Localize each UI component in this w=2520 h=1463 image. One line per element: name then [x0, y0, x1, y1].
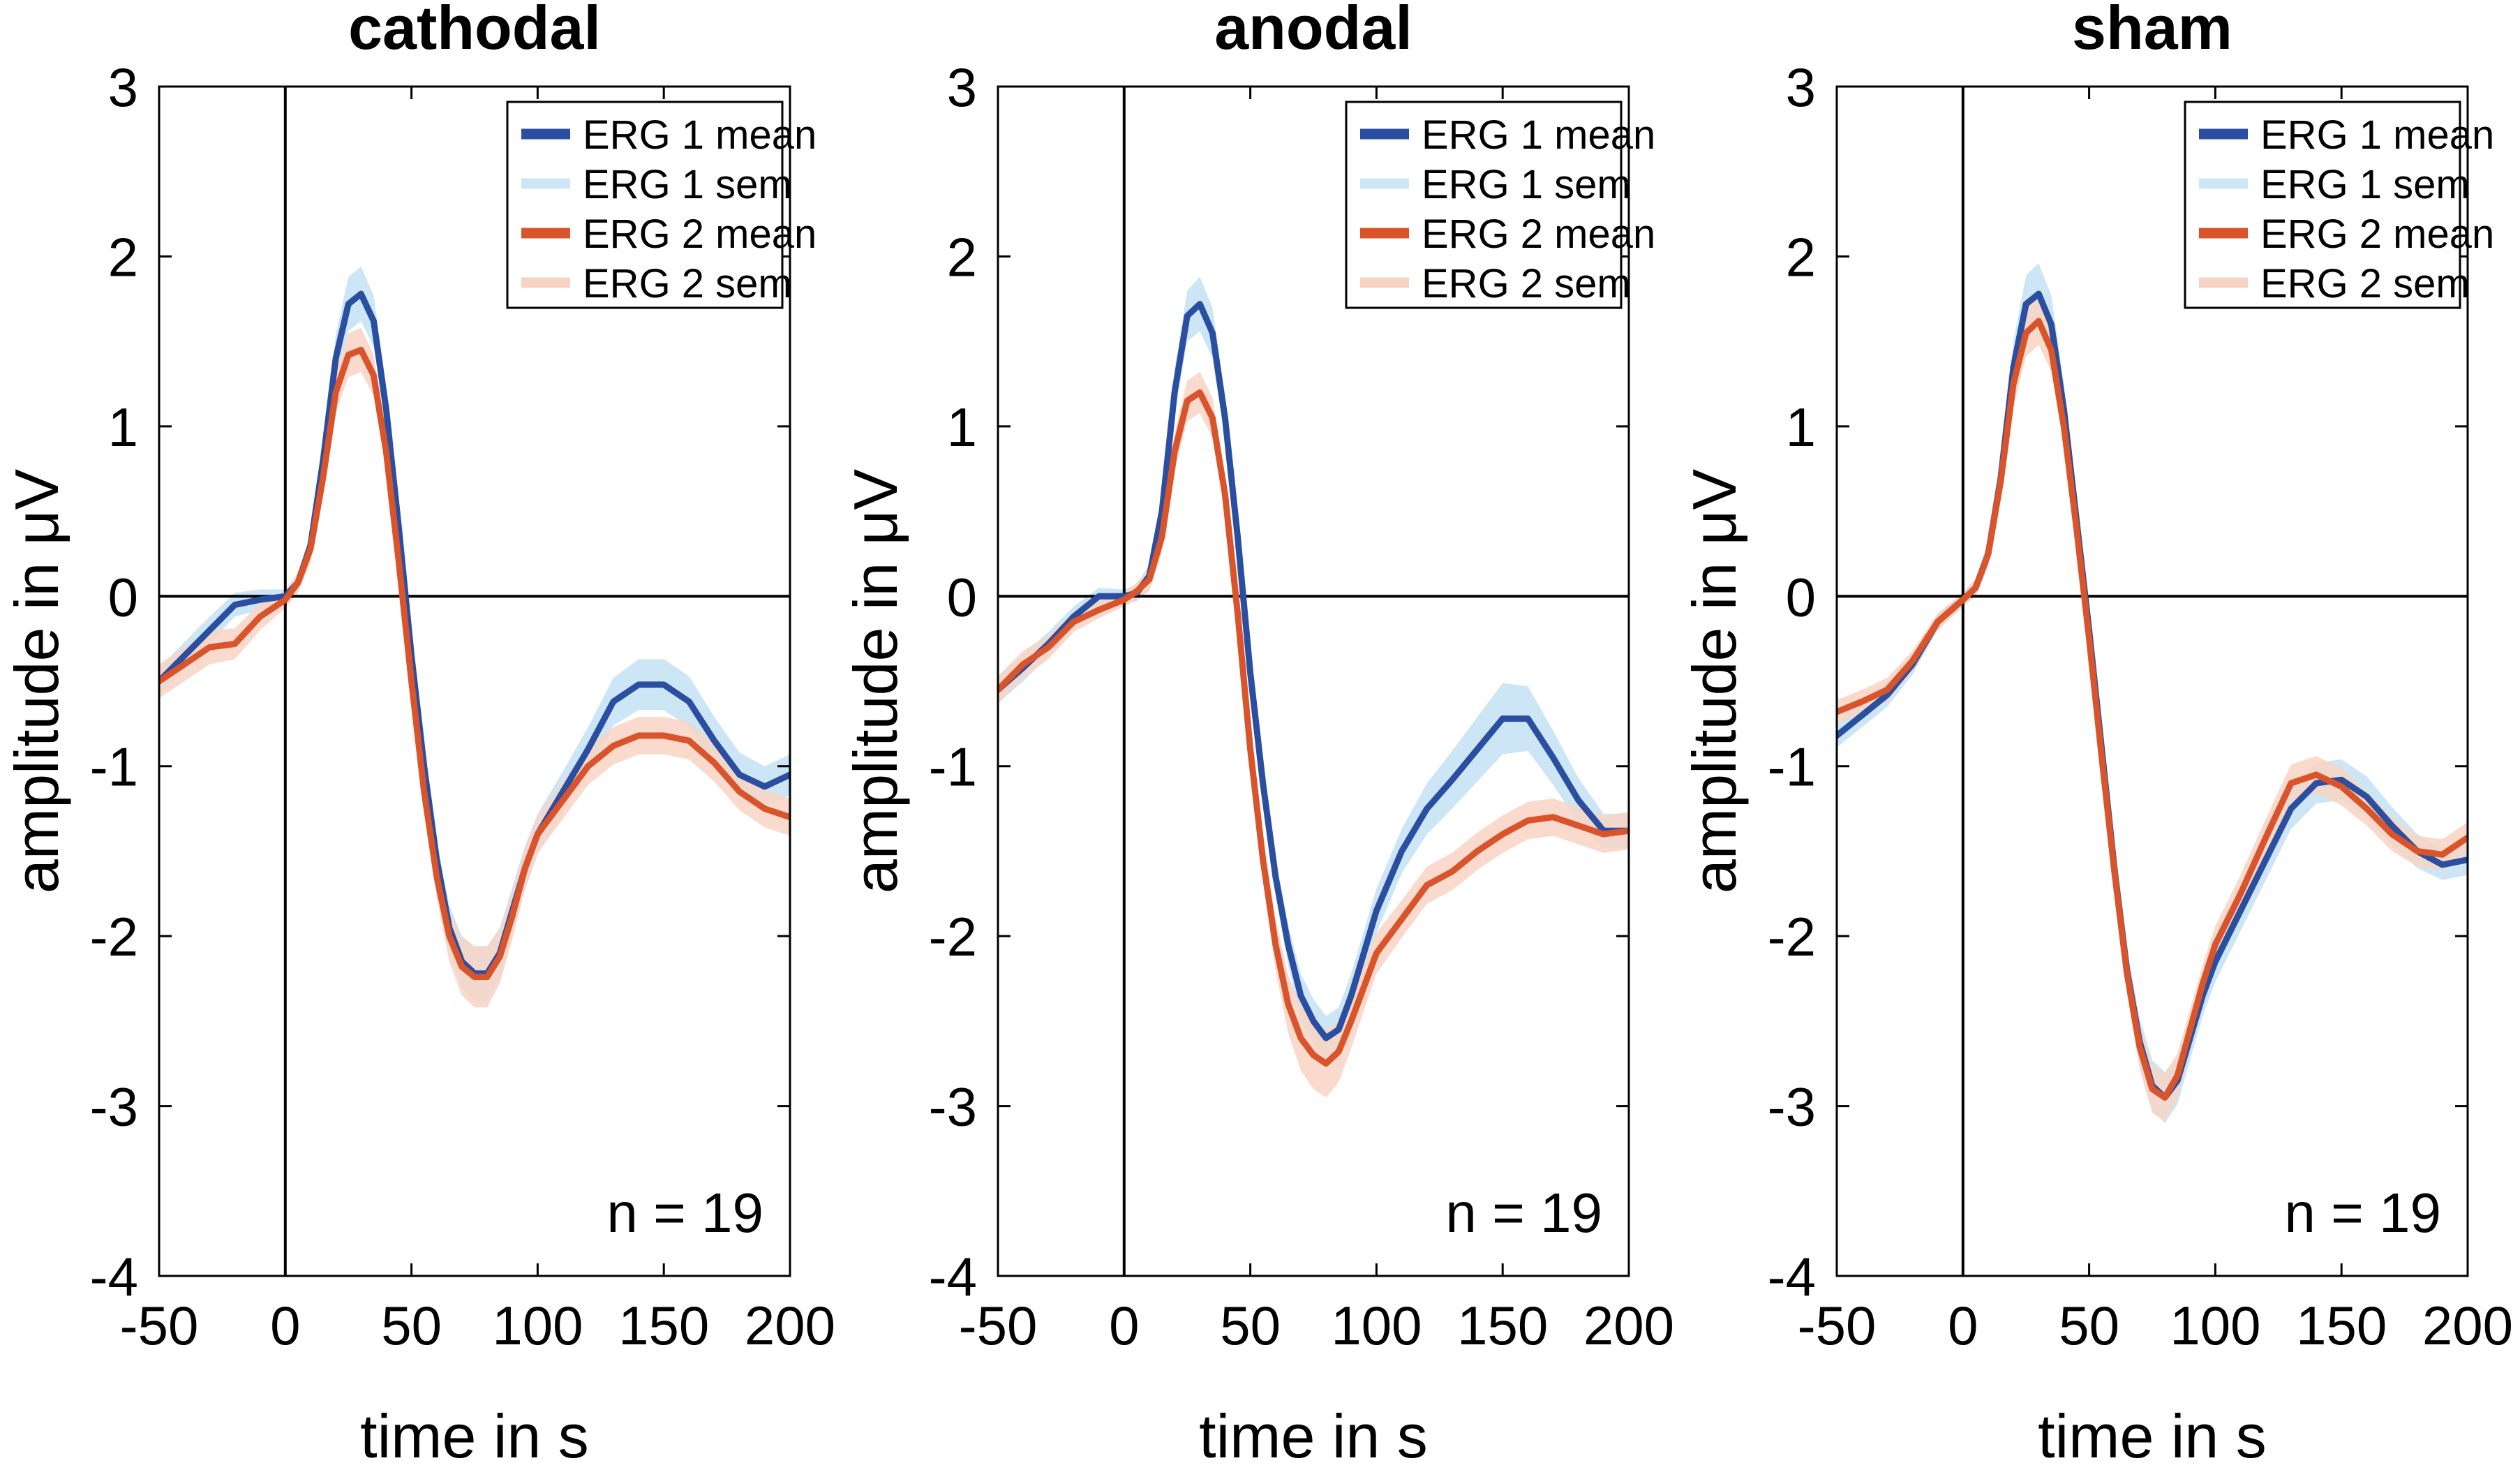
y-tick-label: -2 [90, 906, 138, 967]
sample-size-annotation: n = 19 [606, 1182, 763, 1244]
panel-sham: sham -50 0 50 100 150 200 -4 -3 -2 -1 0 1 2 3 time in s… [1680, 0, 2513, 1463]
y-tick-label: -4 [929, 1246, 977, 1307]
mean-line-erg1 [1837, 290, 2468, 1101]
panel-title: anodal [1214, 0, 1412, 62]
x-tick-label: 50 [1220, 1295, 1281, 1356]
legend-label: ERG 2 mean [583, 211, 817, 257]
axes-box [1835, 85, 2469, 1277]
sample-size-annotation: n = 19 [1445, 1182, 1602, 1244]
plot-area [159, 87, 790, 1276]
y-tick-label: -2 [1768, 906, 1816, 967]
x-tick-label: 150 [618, 1295, 709, 1356]
y-tick-label: 3 [108, 57, 138, 118]
y-tick-label: 2 [108, 226, 138, 288]
x-axis-label: time in s [2038, 1402, 2267, 1463]
axes-box [158, 85, 791, 1277]
x-tick-label: 150 [1457, 1295, 1548, 1356]
y-tick-label: 2 [947, 226, 977, 288]
x-tick-label: 150 [2296, 1295, 2387, 1356]
y-tick-label: 0 [947, 566, 977, 627]
y-tick-label: -1 [1768, 736, 1816, 798]
axes-box [997, 85, 1630, 1277]
legend-label: ERG 1 sem [1422, 162, 1631, 207]
sem-band-erg1 [1837, 263, 2468, 1123]
y-tick-label: -2 [929, 906, 977, 967]
y-tick-label: -4 [90, 1246, 138, 1307]
y-tick-label: -1 [90, 736, 138, 798]
x-tick-label: 50 [2059, 1295, 2119, 1356]
x-tick-label: -50 [959, 1295, 1038, 1356]
mean-line-erg2 [159, 346, 790, 981]
legend-label: ERG 2 sem [583, 261, 792, 306]
legend-label: ERG 2 mean [2260, 211, 2494, 257]
y-tick-label: 2 [1786, 226, 1816, 288]
y-tick-label: -1 [929, 736, 977, 798]
mean-line-erg2 [998, 389, 1629, 1067]
x-tick-label: 200 [1583, 1295, 1674, 1356]
x-tick-label: 200 [2422, 1295, 2513, 1356]
y-tick-label: 0 [108, 566, 138, 627]
x-tick-label: -50 [120, 1295, 199, 1356]
plot-area [1837, 87, 2468, 1276]
x-tick-label: 100 [1331, 1295, 1422, 1356]
y-tick-label: 0 [1786, 566, 1816, 627]
legend-label: ERG 2 sem [2260, 261, 2470, 306]
panel-title: cathodal [348, 0, 601, 62]
legend-label: ERG 2 mean [1422, 211, 1655, 257]
y-tick-label: -3 [1768, 1076, 1816, 1138]
y-tick-label: -4 [1768, 1246, 1816, 1307]
y-tick-label: 1 [108, 396, 138, 458]
y-tick-label: 1 [947, 396, 977, 458]
x-axis-label: time in s [360, 1402, 589, 1463]
x-tick-label: 100 [2170, 1295, 2260, 1356]
y-axis-label: amplitude in μV [1680, 469, 1749, 894]
x-tick-label: -50 [1798, 1295, 1877, 1356]
x-axis-label: time in s [1199, 1402, 1428, 1463]
y-tick-label: -3 [90, 1076, 138, 1138]
legend-label: ERG 1 mean [1422, 112, 1655, 158]
legend-label: ERG 2 sem [1422, 261, 1631, 306]
legend-label: ERG 1 sem [2260, 162, 2470, 207]
legend-label: ERG 1 mean [2260, 112, 2494, 158]
y-axis-label: amplitude in μV [841, 469, 910, 894]
mean-line-erg2 [1837, 318, 2468, 1101]
y-tick-label: -3 [929, 1076, 977, 1138]
x-tick-label: 0 [1948, 1295, 1978, 1356]
panel-title: sham [2072, 0, 2232, 62]
plot-area [998, 87, 1629, 1276]
sem-band-erg2 [159, 327, 790, 1008]
sem-band-erg2 [1837, 297, 2468, 1122]
x-tick-label: 100 [492, 1295, 583, 1356]
mean-line-erg1 [998, 301, 1629, 1041]
y-tick-label: 3 [1786, 57, 1816, 118]
y-axis-label: amplitude in μV [2, 469, 71, 894]
x-tick-label: 0 [270, 1295, 300, 1356]
x-tick-label: 50 [381, 1295, 442, 1356]
legend-label: ERG 1 sem [583, 162, 792, 207]
sample-size-annotation: n = 19 [2284, 1182, 2441, 1244]
x-tick-label: 0 [1109, 1295, 1139, 1356]
sem-band-erg1 [998, 276, 1629, 1060]
x-tick-label: 200 [745, 1295, 835, 1356]
panel-anodal: anodal -50 0 50 100 150 200 -4 -3 -2 -1 0 1 2 3 time in… [841, 0, 1674, 1463]
y-tick-label: 3 [947, 57, 977, 118]
y-tick-label: 1 [1786, 396, 1816, 458]
panel-cathodal: cathodal -50 0 50 100 150 200 -4 -3 -2 -1 0 1 2 3 time … [2, 0, 835, 1463]
legend-label: ERG 1 mean [583, 112, 817, 158]
